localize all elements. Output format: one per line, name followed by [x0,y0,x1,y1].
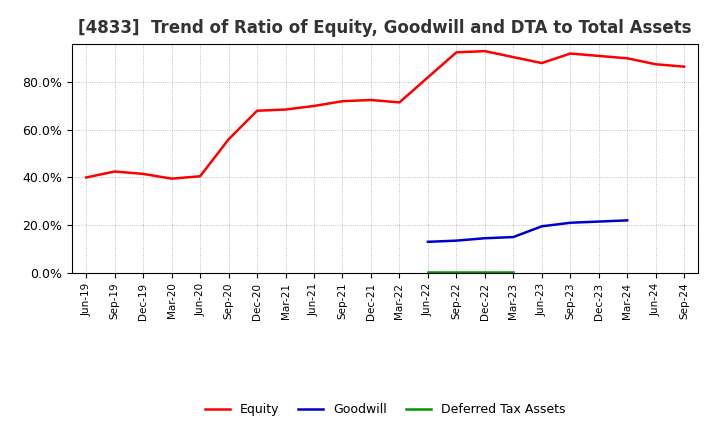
Equity [509,55,518,60]
Legend: Equity, Goodwill, Deferred Tax Assets: Equity, Goodwill, Deferred Tax Assets [200,398,570,421]
Goodwill [480,235,489,241]
Equity [196,174,204,179]
Goodwill [595,219,603,224]
Equity [310,103,318,109]
Equity [253,108,261,114]
Line: Equity: Equity [86,51,684,179]
Equity [167,176,176,181]
Equity [652,62,660,67]
Equity [566,51,575,56]
Goodwill [423,239,432,245]
Equity [537,60,546,66]
Equity [423,75,432,80]
Line: Goodwill: Goodwill [428,220,627,242]
Goodwill [566,220,575,225]
Goodwill [623,218,631,223]
Equity [338,99,347,104]
Equity [480,48,489,54]
Deferred Tax Assets [509,269,518,274]
Goodwill [452,238,461,243]
Goodwill [509,235,518,240]
Deferred Tax Assets [452,269,461,274]
Deferred Tax Assets [480,269,489,274]
Title: [4833]  Trend of Ratio of Equity, Goodwill and DTA to Total Assets: [4833] Trend of Ratio of Equity, Goodwil… [78,19,692,37]
Equity [623,55,631,61]
Equity [110,169,119,174]
Equity [282,107,290,112]
Equity [366,97,375,103]
Equity [82,175,91,180]
Equity [595,53,603,59]
Equity [139,171,148,176]
Equity [225,137,233,142]
Equity [680,64,688,69]
Deferred Tax Assets [423,269,432,274]
Equity [395,100,404,105]
Goodwill [537,224,546,229]
Equity [452,50,461,55]
